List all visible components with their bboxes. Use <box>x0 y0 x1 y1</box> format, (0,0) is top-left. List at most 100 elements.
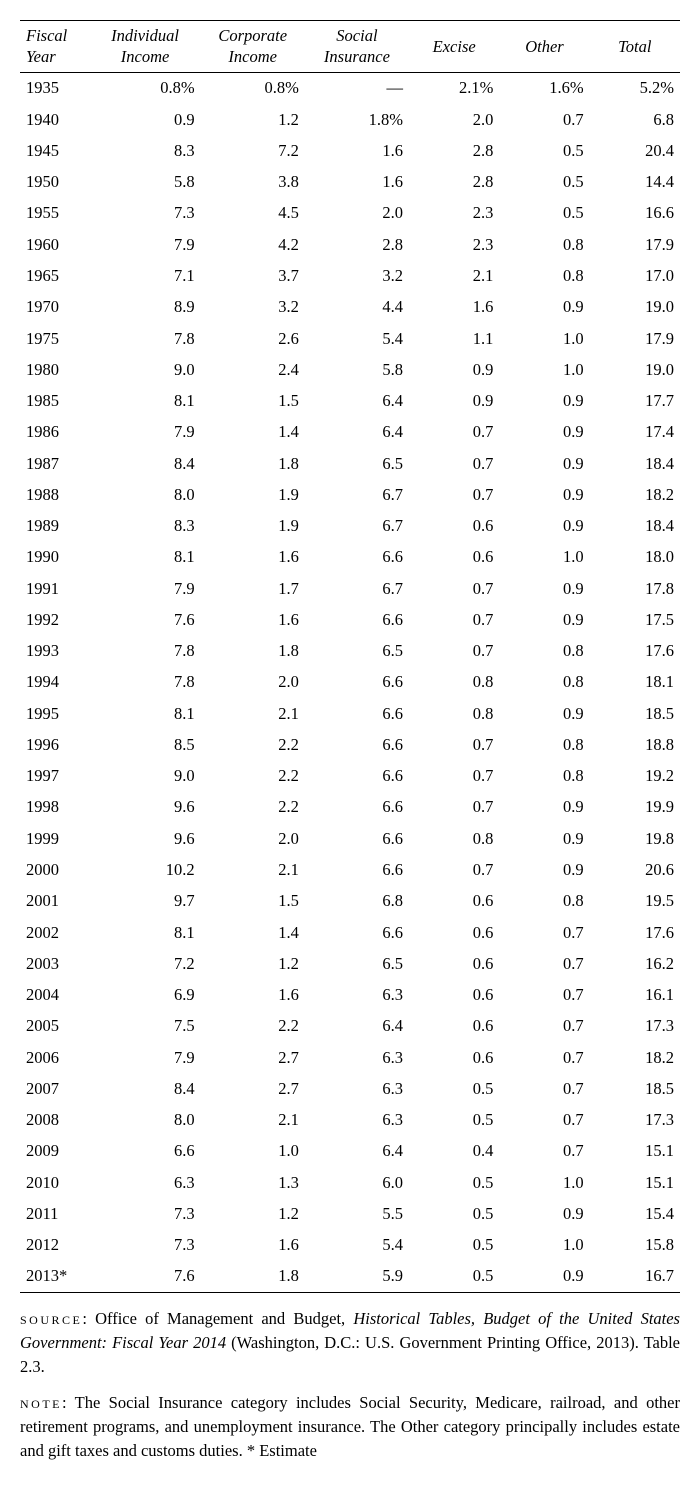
value-cell: 0.7 <box>409 729 499 760</box>
table-row: 20127.31.65.40.51.015.8 <box>20 1230 680 1261</box>
year-cell: 1965 <box>20 260 89 291</box>
value-cell: 4.4 <box>305 292 409 323</box>
value-cell: 1.4 <box>201 917 305 948</box>
value-cell: 17.6 <box>590 636 680 667</box>
value-cell: 2.2 <box>201 792 305 823</box>
value-cell: 19.0 <box>590 354 680 385</box>
value-cell: 17.3 <box>590 1011 680 1042</box>
value-cell: 0.6 <box>409 948 499 979</box>
value-cell: 17.9 <box>590 323 680 354</box>
value-cell: 0.7 <box>499 948 589 979</box>
year-cell: 2008 <box>20 1105 89 1136</box>
table-row: 19607.94.22.82.30.817.9 <box>20 229 680 260</box>
value-cell: 7.9 <box>89 417 200 448</box>
value-cell: 0.8 <box>499 667 589 698</box>
value-cell: 6.6 <box>305 542 409 573</box>
table-row: 19867.91.46.40.70.917.4 <box>20 417 680 448</box>
value-cell: 6.6 <box>305 855 409 886</box>
value-cell: 19.9 <box>590 792 680 823</box>
col-header-3: SocialInsurance <box>305 21 409 73</box>
value-cell: 10.2 <box>89 855 200 886</box>
value-cell: 0.7 <box>499 917 589 948</box>
year-cell: 1955 <box>20 198 89 229</box>
table-row: 19958.12.16.60.80.918.5 <box>20 698 680 729</box>
value-cell: 0.6 <box>409 980 499 1011</box>
value-cell: 6.8 <box>305 886 409 917</box>
table-row: 19708.93.24.41.60.919.0 <box>20 292 680 323</box>
value-cell: 1.4 <box>201 417 305 448</box>
table-row: 20096.61.06.40.40.715.1 <box>20 1136 680 1167</box>
value-cell: 1.7 <box>201 573 305 604</box>
value-cell: 5.8 <box>305 354 409 385</box>
value-cell: 15.1 <box>590 1136 680 1167</box>
table-row: 20117.31.25.50.50.915.4 <box>20 1198 680 1229</box>
value-cell: 15.4 <box>590 1198 680 1229</box>
table-row: 19917.91.76.70.70.917.8 <box>20 573 680 604</box>
value-cell: 1.2 <box>201 948 305 979</box>
value-cell: 0.7 <box>499 1105 589 1136</box>
value-cell: 0.8 <box>499 229 589 260</box>
value-cell: 8.9 <box>89 292 200 323</box>
value-cell: 0.7 <box>409 417 499 448</box>
value-cell: 16.6 <box>590 198 680 229</box>
col-header-6: Total <box>590 21 680 73</box>
year-cell: 2002 <box>20 917 89 948</box>
value-cell: 2.0 <box>201 667 305 698</box>
value-cell: 20.6 <box>590 855 680 886</box>
value-cell: 18.4 <box>590 448 680 479</box>
value-cell: 3.7 <box>201 260 305 291</box>
value-cell: 0.7 <box>499 1011 589 1042</box>
year-cell: 1997 <box>20 761 89 792</box>
table-row: 20088.02.16.30.50.717.3 <box>20 1105 680 1136</box>
value-cell: 0.9 <box>499 479 589 510</box>
value-cell: 17.0 <box>590 260 680 291</box>
table-row: 19979.02.26.60.70.819.2 <box>20 761 680 792</box>
table-row: 19888.01.96.70.70.918.2 <box>20 479 680 510</box>
year-cell: 1970 <box>20 292 89 323</box>
value-cell: 6.0 <box>305 1167 409 1198</box>
value-cell: 0.7 <box>499 1073 589 1104</box>
year-cell: 1989 <box>20 511 89 542</box>
value-cell: 0.7 <box>409 479 499 510</box>
table-row: 20028.11.46.60.60.717.6 <box>20 917 680 948</box>
value-cell: 0.9 <box>499 823 589 854</box>
value-cell: 0.7 <box>409 792 499 823</box>
table-row: 19757.82.65.41.11.017.9 <box>20 323 680 354</box>
table-row: 20037.21.26.50.60.716.2 <box>20 948 680 979</box>
value-cell: 1.8 <box>201 1261 305 1293</box>
value-cell: 8.3 <box>89 135 200 166</box>
value-cell: 0.9 <box>499 417 589 448</box>
value-cell: 2.2 <box>201 1011 305 1042</box>
year-cell: 1985 <box>20 386 89 417</box>
value-cell: 0.6 <box>409 1042 499 1073</box>
table-row: 19989.62.26.60.70.919.9 <box>20 792 680 823</box>
value-cell: 0.7 <box>499 980 589 1011</box>
value-cell: 1.2 <box>201 1198 305 1229</box>
year-cell: 1935 <box>20 72 89 104</box>
col-header-2: CorporateIncome <box>201 21 305 73</box>
value-cell: 7.2 <box>201 135 305 166</box>
value-cell: 0.5 <box>409 1073 499 1104</box>
value-cell: 0.8% <box>201 72 305 104</box>
value-cell: 2.1% <box>409 72 499 104</box>
value-cell: 1.9 <box>201 511 305 542</box>
year-cell: 1994 <box>20 667 89 698</box>
value-cell: 0.8 <box>499 729 589 760</box>
col-header-5: Other <box>499 21 589 73</box>
year-cell: 1986 <box>20 417 89 448</box>
value-cell: 6.3 <box>305 1073 409 1104</box>
value-cell: 0.5 <box>499 135 589 166</box>
value-cell: 2.0 <box>201 823 305 854</box>
value-cell: 0.9 <box>499 604 589 635</box>
table-row: 19968.52.26.60.70.818.8 <box>20 729 680 760</box>
value-cell: 0.7 <box>409 573 499 604</box>
value-cell: 2.3 <box>409 229 499 260</box>
value-cell: 6.6 <box>305 729 409 760</box>
value-cell: 0.9 <box>499 573 589 604</box>
value-cell: 9.7 <box>89 886 200 917</box>
value-cell: 5.4 <box>305 1230 409 1261</box>
value-cell: 6.6 <box>305 792 409 823</box>
value-cell: 8.0 <box>89 1105 200 1136</box>
value-cell: 0.9 <box>499 386 589 417</box>
table-row: 20106.31.36.00.51.015.1 <box>20 1167 680 1198</box>
